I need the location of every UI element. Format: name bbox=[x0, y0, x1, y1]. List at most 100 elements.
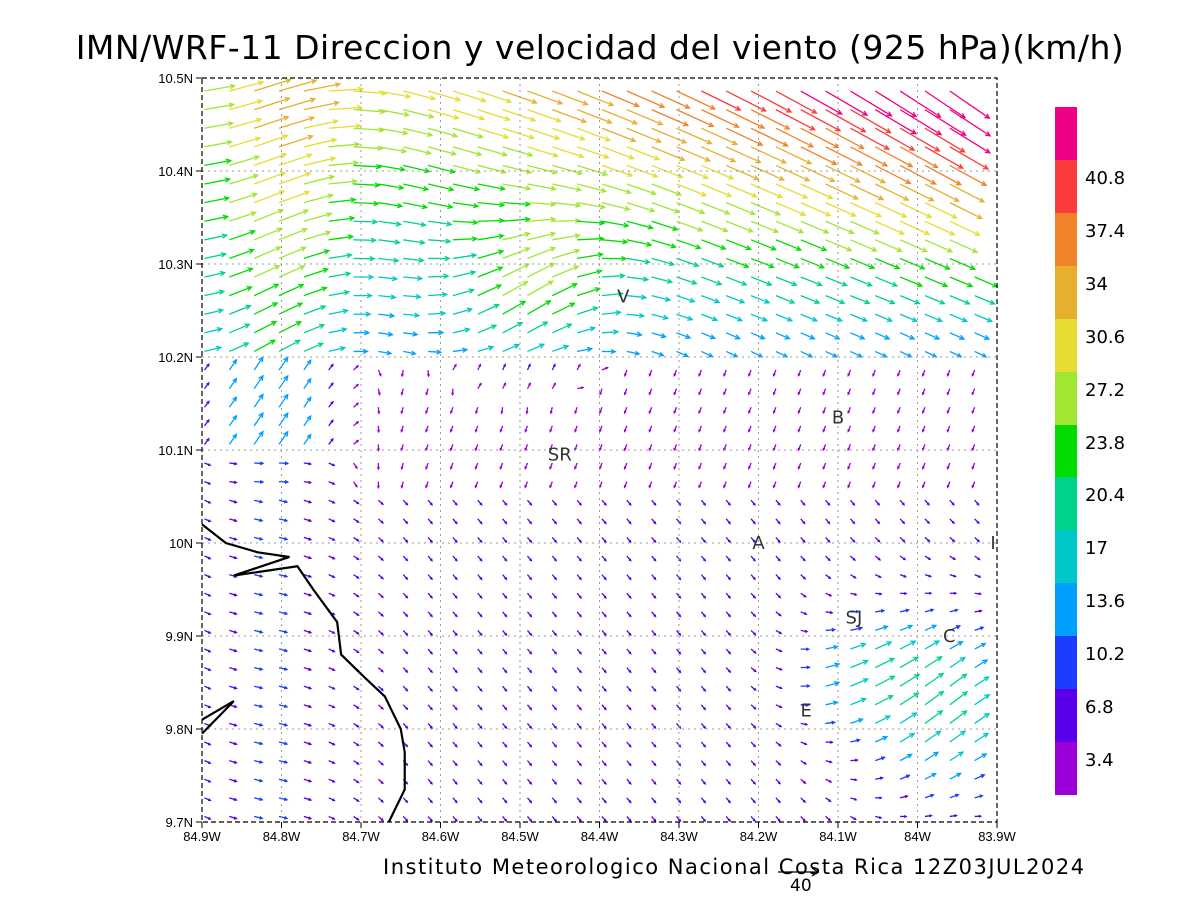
wind-arrow bbox=[676, 276, 698, 285]
wind-arrow bbox=[775, 109, 816, 131]
wind-arrow bbox=[800, 536, 806, 544]
wind-arrow bbox=[403, 275, 424, 282]
wind-arrow bbox=[850, 109, 892, 134]
wind-arrow bbox=[825, 815, 832, 822]
wind-arrow bbox=[204, 233, 229, 241]
wind-arrow bbox=[427, 648, 433, 655]
wind-arrow bbox=[974, 642, 987, 650]
wind-arrow bbox=[452, 760, 458, 767]
wind-arrow bbox=[601, 741, 607, 748]
wind-arrow bbox=[800, 183, 834, 200]
wind-arrow bbox=[353, 439, 360, 445]
wind-arrow bbox=[477, 233, 505, 241]
wind-arrow bbox=[772, 444, 777, 452]
wind-arrow bbox=[403, 127, 434, 137]
wind-arrow bbox=[946, 369, 951, 377]
wind-arrow bbox=[946, 388, 951, 396]
wind-arrow bbox=[601, 239, 629, 245]
wind-arrow bbox=[526, 667, 533, 674]
wind-arrow bbox=[499, 444, 504, 452]
wind-arrow bbox=[874, 164, 912, 184]
wind-arrow bbox=[253, 190, 286, 204]
wind-arrow bbox=[477, 217, 506, 224]
wind-arrow bbox=[477, 363, 482, 371]
wind-arrow bbox=[921, 425, 926, 433]
wind-arrow bbox=[303, 193, 334, 204]
wind-arrow bbox=[825, 518, 831, 525]
wind-arrow bbox=[971, 388, 976, 396]
wind-arrow bbox=[403, 331, 419, 337]
wind-arrow bbox=[204, 518, 212, 523]
wind-arrow bbox=[874, 715, 892, 724]
x-tick-label: 84.9W bbox=[183, 829, 221, 844]
wind-arrow bbox=[849, 518, 856, 525]
wind-arrow bbox=[648, 444, 653, 452]
wind-arrow bbox=[775, 741, 782, 747]
wind-arrow bbox=[278, 704, 289, 708]
wind-arrow bbox=[204, 252, 228, 260]
wind-arrow bbox=[921, 369, 926, 377]
wind-arrow bbox=[328, 345, 347, 353]
wind-arrow bbox=[576, 537, 582, 544]
wind-arrow bbox=[899, 257, 926, 270]
wind-arrow bbox=[253, 302, 279, 315]
wind-arrow bbox=[899, 712, 918, 724]
wind-arrow bbox=[552, 201, 582, 208]
wind-arrow bbox=[750, 257, 775, 269]
wind-arrow bbox=[971, 462, 976, 470]
wind-arrow bbox=[254, 573, 264, 578]
wind-arrow bbox=[850, 276, 874, 287]
wind-arrow bbox=[502, 537, 508, 544]
wind-arrow bbox=[303, 555, 313, 560]
wind-arrow bbox=[526, 592, 533, 599]
wind-arrow bbox=[700, 611, 707, 618]
wind-arrow bbox=[576, 741, 582, 748]
wind-arrow bbox=[874, 109, 918, 135]
wind-arrow bbox=[427, 741, 433, 748]
wind-arrow bbox=[204, 592, 212, 597]
wind-arrow bbox=[203, 400, 210, 408]
wind-arrow bbox=[700, 499, 707, 506]
wind-arrow bbox=[303, 286, 328, 297]
wind-arrow bbox=[403, 108, 435, 119]
wind-arrow bbox=[750, 350, 764, 358]
wind-arrow bbox=[850, 239, 878, 252]
wind-arrow bbox=[278, 411, 289, 427]
wind-arrow bbox=[229, 248, 255, 260]
wind-arrow bbox=[303, 499, 313, 504]
wind-arrow bbox=[601, 183, 633, 195]
wind-arrow bbox=[676, 350, 690, 358]
wind-arrow bbox=[800, 722, 809, 726]
wind-arrow bbox=[676, 220, 704, 232]
wind-arrow bbox=[971, 425, 976, 433]
wind-arrow bbox=[825, 164, 862, 183]
wind-arrow bbox=[328, 499, 336, 504]
place-label: SR bbox=[548, 445, 572, 466]
wind-arrow bbox=[601, 704, 607, 711]
wind-arrow bbox=[377, 685, 384, 692]
x-tick-label: 84.6W bbox=[422, 829, 460, 844]
wind-arrow bbox=[676, 164, 710, 180]
wind-arrow bbox=[874, 146, 914, 168]
grid-lines bbox=[202, 78, 997, 822]
wind-arrow bbox=[402, 499, 409, 506]
wind-arrow bbox=[775, 313, 794, 322]
wind-arrow bbox=[601, 499, 607, 506]
wind-arrow bbox=[651, 760, 657, 767]
wind-arrow bbox=[872, 406, 876, 415]
wind-arrow bbox=[949, 656, 966, 669]
wind-arrow bbox=[303, 462, 313, 466]
wind-arrow bbox=[800, 350, 814, 358]
wind-arrow bbox=[974, 753, 988, 762]
wind-arrow bbox=[725, 760, 732, 767]
wind-arrow bbox=[598, 425, 603, 433]
wind-arrow bbox=[800, 127, 840, 149]
wind-arrow bbox=[775, 257, 801, 269]
wind-arrow bbox=[254, 518, 264, 522]
wind-arrow bbox=[924, 624, 938, 632]
wind-arrow bbox=[750, 648, 757, 654]
wind-arrow bbox=[204, 121, 235, 129]
wind-arrow bbox=[924, 313, 944, 323]
wind-arrow bbox=[899, 753, 913, 762]
wind-arrow bbox=[527, 127, 561, 141]
